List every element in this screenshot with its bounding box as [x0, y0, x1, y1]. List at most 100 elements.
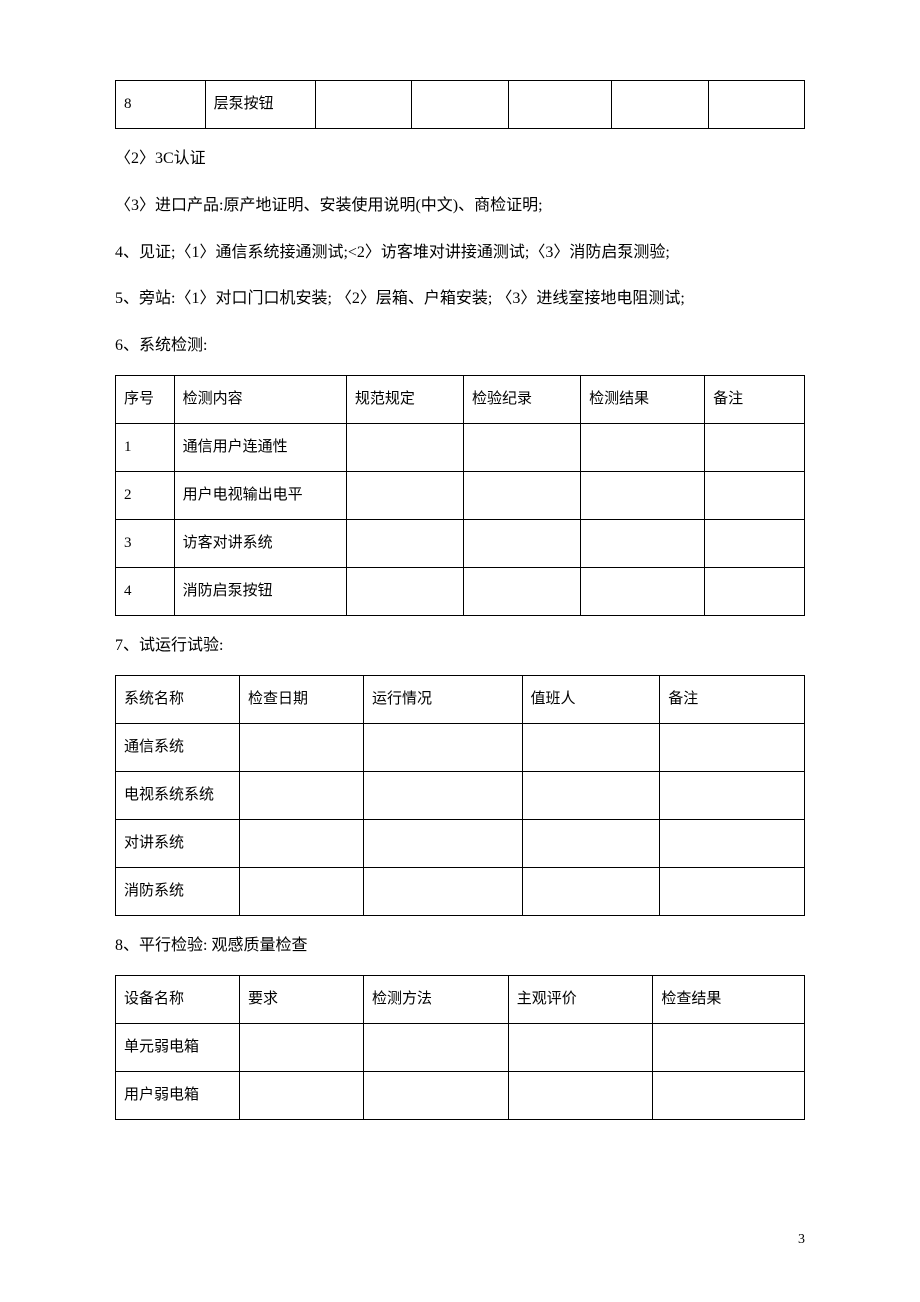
cell — [705, 423, 805, 471]
cell: 1 — [116, 423, 175, 471]
table-row: 3 访客对讲系统 — [116, 519, 805, 567]
cell — [364, 723, 522, 771]
cell — [508, 1071, 653, 1119]
cell: 消防系统 — [116, 867, 240, 915]
parallel-inspection-table: 设备名称 要求 检测方法 主观评价 检查结果 单元弱电箱 用户弱电箱 — [115, 975, 805, 1120]
header-cell: 检测内容 — [174, 375, 346, 423]
cell — [581, 567, 705, 615]
header-cell: 序号 — [116, 375, 175, 423]
cell: 电视系统系统 — [116, 771, 240, 819]
cell — [240, 771, 364, 819]
cell — [660, 771, 805, 819]
header-cell: 备注 — [660, 675, 805, 723]
cell — [364, 1023, 509, 1071]
cell: 3 — [116, 519, 175, 567]
table-row: 1 通信用户连通性 — [116, 423, 805, 471]
table-row: 消防系统 — [116, 867, 805, 915]
cell: 用户弱电箱 — [116, 1071, 240, 1119]
header-cell: 规范规定 — [346, 375, 463, 423]
cell — [240, 1071, 364, 1119]
cell — [581, 519, 705, 567]
cell — [346, 423, 463, 471]
header-cell: 要求 — [240, 975, 364, 1023]
cell — [653, 1023, 805, 1071]
top-partial-table: 8 层泵按钮 — [115, 80, 805, 129]
cell: 消防启泵按钮 — [174, 567, 346, 615]
cell — [708, 81, 805, 129]
paragraph-3c-cert: 〈2〉3C认证 — [115, 145, 805, 174]
header-cell: 检查日期 — [240, 675, 364, 723]
cell — [346, 567, 463, 615]
cell — [612, 81, 708, 129]
cell — [660, 867, 805, 915]
cell — [705, 567, 805, 615]
cell — [240, 819, 364, 867]
header-cell: 运行情况 — [364, 675, 522, 723]
cell — [463, 519, 580, 567]
cell — [581, 423, 705, 471]
paragraph-side-station: 5、旁站:〈1〉对口门口机安装; 〈2〉层箱、户箱安装; 〈3〉进线室接地电阻测… — [115, 285, 805, 314]
cell — [412, 81, 508, 129]
header-cell: 设备名称 — [116, 975, 240, 1023]
table-header-row: 序号 检测内容 规范规定 检验纪录 检测结果 备注 — [116, 375, 805, 423]
cell — [463, 423, 580, 471]
header-cell: 主观评价 — [508, 975, 653, 1023]
table-row: 单元弱电箱 — [116, 1023, 805, 1071]
heading-system-detection: 6、系统检测: — [115, 332, 805, 361]
cell — [364, 1071, 509, 1119]
cell — [240, 867, 364, 915]
cell: 对讲系统 — [116, 819, 240, 867]
cell — [508, 1023, 653, 1071]
header-cell: 检测方法 — [364, 975, 509, 1023]
heading-parallel-inspection: 8、平行检验: 观感质量检查 — [115, 932, 805, 961]
cell — [522, 819, 660, 867]
header-cell: 检测结果 — [581, 375, 705, 423]
table-row: 通信系统 — [116, 723, 805, 771]
cell — [522, 771, 660, 819]
cell — [364, 867, 522, 915]
cell — [508, 81, 611, 129]
cell: 2 — [116, 471, 175, 519]
cell — [660, 819, 805, 867]
cell — [240, 1023, 364, 1071]
header-cell: 值班人 — [522, 675, 660, 723]
cell — [463, 471, 580, 519]
cell — [705, 519, 805, 567]
cell: 访客对讲系统 — [174, 519, 346, 567]
table-row: 对讲系统 — [116, 819, 805, 867]
paragraph-witness: 4、见证;〈1〉通信系统接通测试;<2〉访客堆对讲接通测试;〈3〉消防启泵测验; — [115, 239, 805, 268]
cell: 用户电视输出电平 — [174, 471, 346, 519]
cell: 4 — [116, 567, 175, 615]
cell — [346, 471, 463, 519]
cell — [705, 471, 805, 519]
trial-run-table: 系统名称 检查日期 运行情况 值班人 备注 通信系统 电视系统系统 对讲系统 消… — [115, 675, 805, 916]
cell — [522, 867, 660, 915]
page-number: 3 — [798, 1227, 805, 1252]
cell — [364, 819, 522, 867]
table-header-row: 系统名称 检查日期 运行情况 值班人 备注 — [116, 675, 805, 723]
heading-trial-run: 7、试运行试验: — [115, 632, 805, 661]
cell — [653, 1071, 805, 1119]
cell — [240, 723, 364, 771]
header-cell: 检验纪录 — [463, 375, 580, 423]
table-row: 用户弱电箱 — [116, 1071, 805, 1119]
cell — [522, 723, 660, 771]
cell — [660, 723, 805, 771]
header-cell: 备注 — [705, 375, 805, 423]
cell — [581, 471, 705, 519]
header-cell: 检查结果 — [653, 975, 805, 1023]
cell — [346, 519, 463, 567]
cell — [463, 567, 580, 615]
table-header-row: 设备名称 要求 检测方法 主观评价 检查结果 — [116, 975, 805, 1023]
cell: 8 — [116, 81, 206, 129]
cell: 层泵按钮 — [205, 81, 315, 129]
table-row: 8 层泵按钮 — [116, 81, 805, 129]
system-detection-table: 序号 检测内容 规范规定 检验纪录 检测结果 备注 1 通信用户连通性 2 用户… — [115, 375, 805, 616]
cell — [315, 81, 411, 129]
cell: 通信用户连通性 — [174, 423, 346, 471]
cell: 单元弱电箱 — [116, 1023, 240, 1071]
cell — [364, 771, 522, 819]
table-row: 电视系统系统 — [116, 771, 805, 819]
table-row: 4 消防启泵按钮 — [116, 567, 805, 615]
cell: 通信系统 — [116, 723, 240, 771]
